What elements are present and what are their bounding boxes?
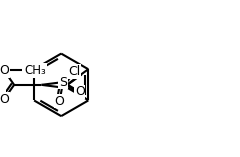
Text: CH₃: CH₃	[24, 64, 46, 77]
Text: O: O	[75, 85, 85, 98]
Text: O: O	[0, 64, 9, 77]
Text: O: O	[55, 95, 65, 108]
Text: S: S	[59, 76, 67, 89]
Text: O: O	[0, 93, 9, 106]
Text: Cl: Cl	[68, 65, 80, 78]
